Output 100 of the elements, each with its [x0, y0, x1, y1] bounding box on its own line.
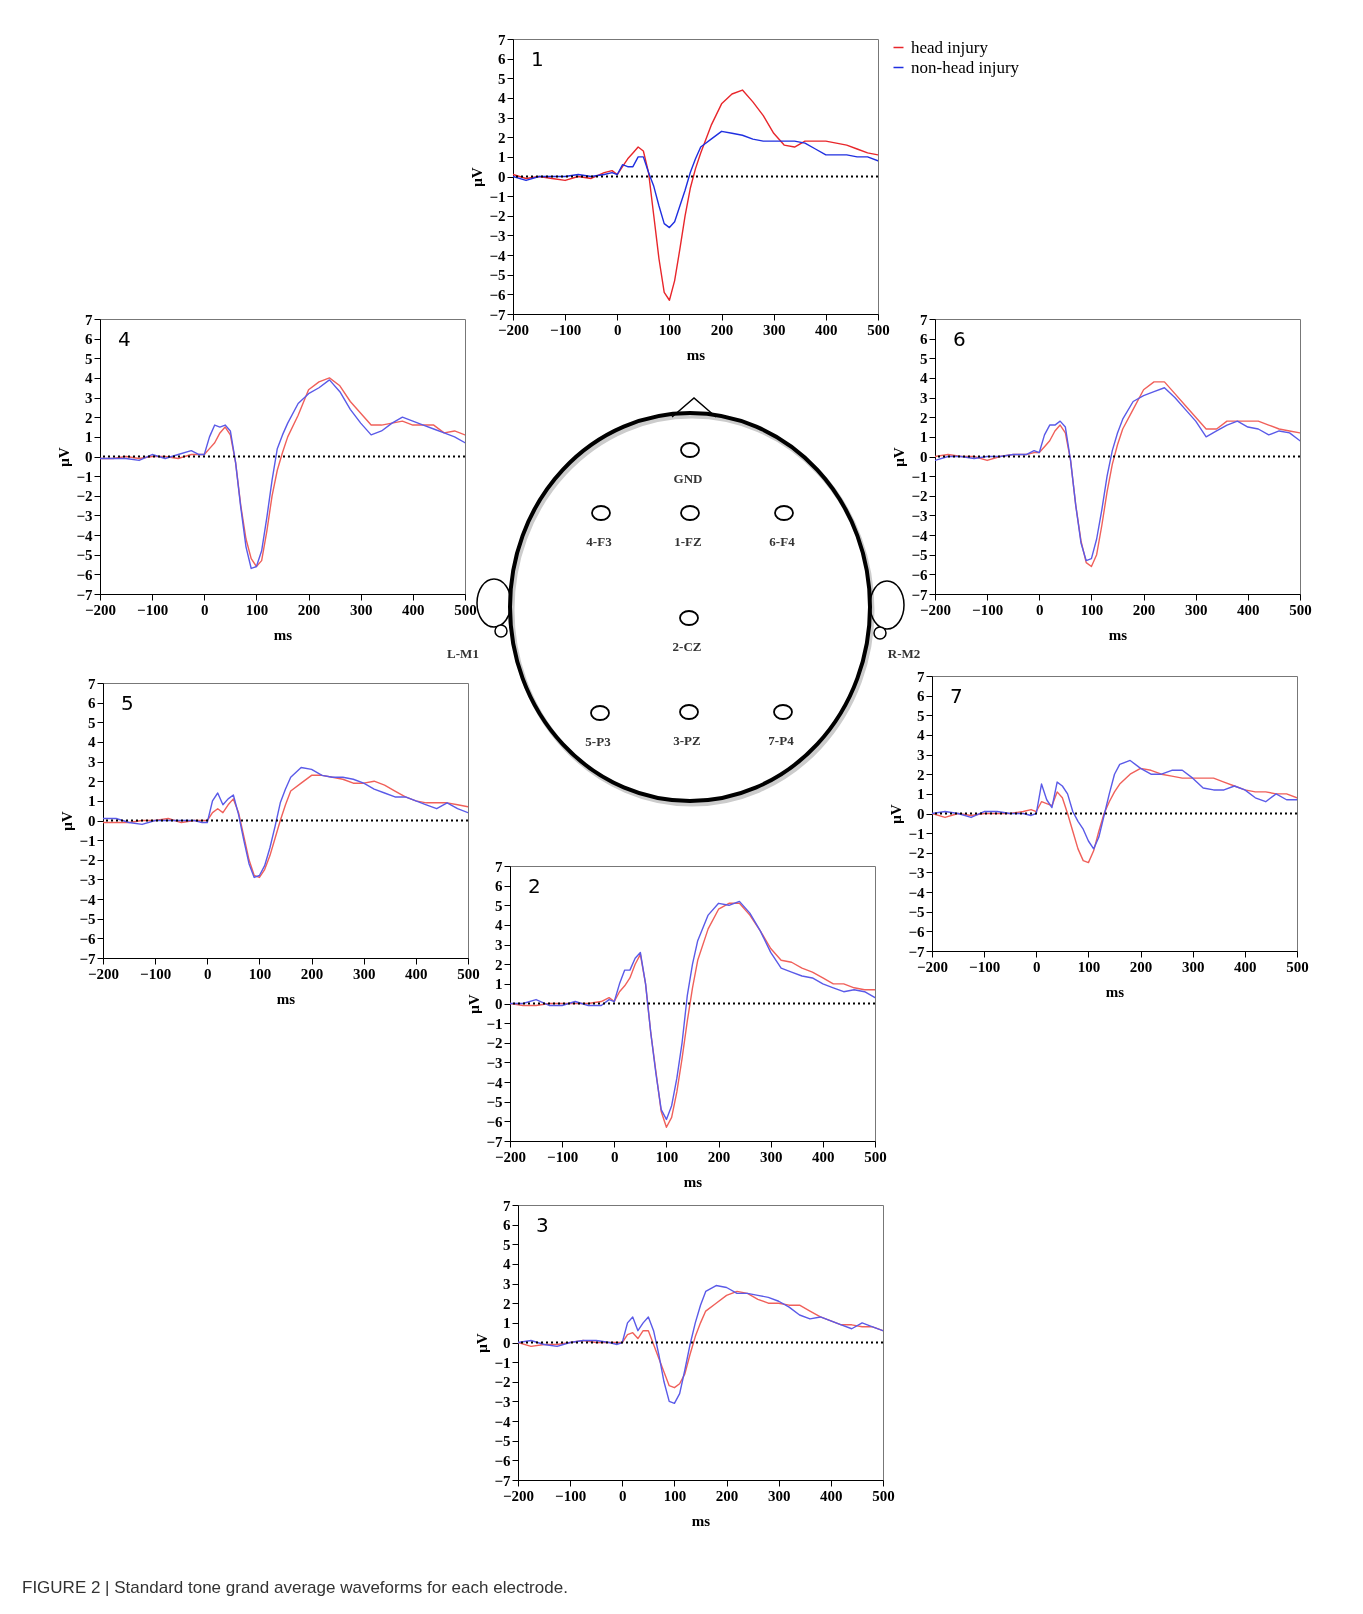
x-tick-label: 300: [759, 1148, 783, 1165]
x-tick-label: 400: [402, 601, 425, 618]
x-tick-label: 100: [658, 321, 682, 338]
y-tick-label: 4: [503, 1256, 511, 1273]
y-tick-label: 3: [920, 390, 928, 407]
y-tick-label: −6: [76, 566, 93, 583]
x-axis-title: ms: [691, 1512, 711, 1529]
x-tick-label: −200: [502, 1487, 535, 1504]
x-tick-label: 200: [297, 601, 321, 618]
x-axis-title: ms: [1108, 626, 1128, 643]
y-tick-label: −6: [489, 286, 506, 303]
line-series: [513, 130, 878, 229]
y-tick-label: −1: [911, 468, 928, 485]
y-tick-label: −7: [489, 306, 506, 323]
x-tick-label: 500: [867, 321, 890, 338]
y-tick-label: −7: [486, 1133, 503, 1150]
y-tick-label: 2: [85, 409, 93, 426]
x-tick-label: −100: [137, 601, 169, 618]
x-axis-title: ms: [686, 346, 706, 363]
x-tick-label: 0: [611, 1148, 619, 1165]
line-series: [513, 89, 878, 301]
y-tick-label: −2: [486, 1035, 503, 1052]
y-tick-label: −5: [489, 267, 506, 284]
x-tick-label: 100: [248, 965, 272, 982]
x-tick-label: 300: [352, 965, 376, 982]
y-axis-title: μV: [469, 167, 486, 187]
x-tick-label: −200: [497, 321, 530, 338]
y-tick-label: −7: [494, 1472, 511, 1489]
y-tick-label: 2: [498, 129, 506, 146]
y-tick-label: 0: [920, 449, 928, 465]
x-tick-label: 0: [614, 321, 622, 338]
x-tick-label: 100: [1080, 601, 1104, 618]
chart-title: 3: [536, 1213, 549, 1237]
y-tick-label: 5: [88, 714, 96, 731]
y-tick-label: −3: [908, 864, 925, 881]
line-series: [932, 759, 1297, 850]
y-tick-label: −7: [908, 943, 925, 960]
y-tick-label: −5: [79, 911, 96, 928]
chart-title: 7: [950, 684, 963, 708]
x-tick-label: 500: [454, 601, 477, 618]
x-tick-label: 200: [300, 965, 324, 982]
x-tick-label: −200: [494, 1148, 527, 1165]
chart-title: 2: [528, 874, 541, 898]
y-tick-label: 4: [85, 370, 93, 387]
y-axis-title: μV: [59, 811, 76, 831]
y-tick-label: 3: [88, 754, 96, 771]
y-tick-label: −3: [911, 507, 928, 524]
chart-title: 1: [531, 47, 544, 71]
y-tick-label: 3: [495, 937, 503, 954]
y-tick-label: 1: [498, 149, 506, 166]
y-tick-label: −1: [489, 188, 506, 205]
text: 2-CZ: [672, 639, 702, 654]
x-tick-label: 300: [1184, 601, 1208, 618]
chart-title: 5: [121, 691, 134, 715]
x-tick-label: 200: [1132, 601, 1156, 618]
y-tick-label: −6: [486, 1113, 503, 1130]
text: GND: [673, 471, 703, 486]
y-tick-label: −4: [79, 891, 96, 908]
x-tick-label: 200: [707, 1148, 731, 1165]
y-tick-label: 6: [498, 51, 506, 68]
y-tick-label: 2: [920, 409, 928, 426]
y-tick-label: −2: [908, 845, 925, 862]
y-tick-label: −5: [494, 1433, 511, 1450]
x-tick-label: 500: [1286, 958, 1309, 975]
y-tick-label: −4: [911, 527, 928, 544]
y-tick-label: 7: [498, 31, 506, 48]
x-axis-title: ms: [273, 626, 293, 643]
y-tick-label: −1: [76, 468, 93, 485]
y-tick-label: 0: [85, 449, 93, 465]
x-tick-label: 100: [245, 601, 269, 618]
x-tick-label: 200: [715, 1487, 739, 1504]
y-tick-label: −1: [79, 832, 96, 849]
x-tick-label: 200: [710, 321, 734, 338]
y-tick-label: −7: [79, 950, 96, 967]
text: R-M2: [887, 646, 921, 661]
y-tick-label: 5: [495, 897, 503, 914]
y-tick-label: 5: [85, 350, 93, 367]
x-tick-label: 100: [655, 1148, 679, 1165]
y-tick-label: 3: [498, 110, 506, 127]
legend-label: non-head injury: [911, 57, 1020, 77]
x-tick-label: 0: [1036, 601, 1044, 618]
y-tick-label: 4: [498, 90, 506, 107]
x-tick-label: 0: [1033, 958, 1041, 975]
caption: FIGURE 2 | Standard tone grand average waveforms for each electrode.: [22, 1578, 568, 1598]
y-tick-label: −1: [486, 1015, 503, 1032]
chart-title: 6: [953, 327, 966, 351]
y-tick-label: 3: [85, 390, 93, 407]
x-tick-label: 500: [457, 965, 480, 982]
text: L-M1: [447, 646, 479, 661]
y-tick-label: 7: [917, 668, 925, 685]
x-tick-label: −100: [969, 958, 1001, 975]
y-tick-label: 4: [495, 917, 503, 934]
y-axis-title: μV: [891, 447, 908, 467]
y-tick-label: −7: [911, 586, 928, 603]
x-tick-label: 300: [1181, 958, 1205, 975]
y-axis-title: μV: [474, 1333, 491, 1353]
x-tick-label: −100: [547, 1148, 579, 1165]
y-tick-label: 1: [88, 793, 96, 810]
x-tick-label: −100: [550, 321, 582, 338]
y-tick-label: −3: [489, 227, 506, 244]
